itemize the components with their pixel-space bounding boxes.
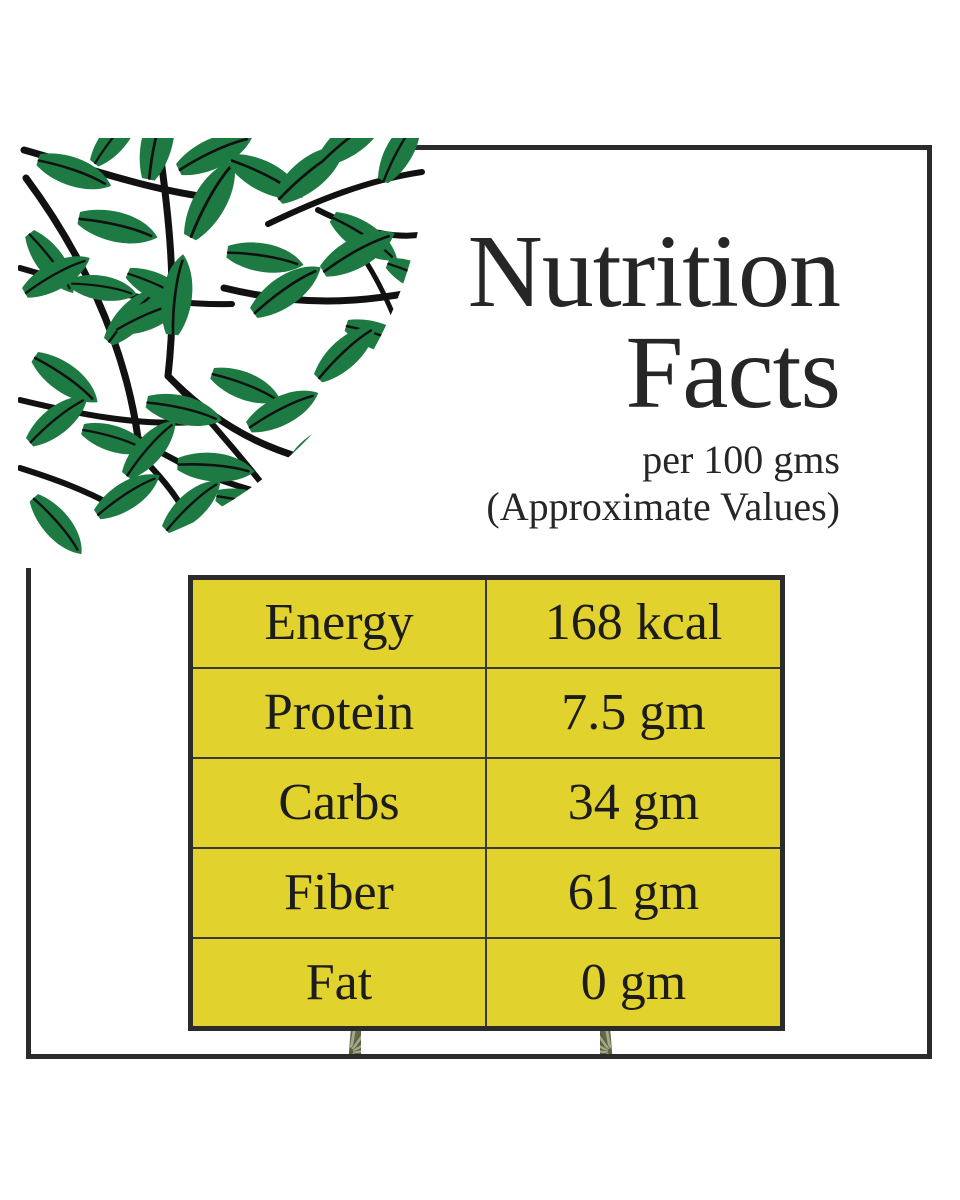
nutrient-value: 7.5 gm [485, 666, 783, 759]
leafy-branch-icon [18, 138, 428, 563]
nutrient-value: 34 gm [485, 756, 783, 850]
nutrient-label: Energy [190, 577, 487, 669]
title-line-nutrition: Nutrition [467, 214, 841, 329]
nutrient-value: 0 gm [485, 937, 783, 1029]
nutrition-facts-table: Energy 168 kcal Protein 7.5 gm Carbs 34 gm Fib… [188, 575, 785, 1031]
frame-right-border [927, 145, 932, 1059]
nutrition-table-body: Energy 168 kcal Protein 7.5 gm Carbs 34 gm Fib… [190, 577, 783, 1029]
frame-bottom-border [26, 1054, 932, 1059]
nutrient-label: Fat [190, 937, 487, 1029]
table-row: Fat 0 gm [190, 937, 783, 1029]
title-line-facts: Facts [625, 314, 841, 430]
nutrient-value: 168 kcal [485, 577, 783, 669]
table-row: Energy 168 kcal [190, 577, 783, 669]
table-row: Protein 7.5 gm [190, 666, 783, 759]
nutrient-label: Protein [190, 666, 487, 759]
page-title: Nutrition Facts per 100 gms (Approximate… [400, 214, 841, 530]
table-row: Fiber 61 gm [190, 847, 783, 940]
subtitle-approximate-values: (Approximate Values) [486, 483, 840, 529]
frame-left-border [26, 568, 31, 1059]
subtitle-serving-size: per 100 gms [642, 436, 840, 482]
nutrient-label: Carbs [190, 756, 487, 850]
frame-top-border [390, 145, 932, 150]
table-row: Carbs 34 gm [190, 756, 783, 850]
nutrient-value: 61 gm [485, 847, 783, 940]
nutrient-label: Fiber [190, 847, 487, 940]
